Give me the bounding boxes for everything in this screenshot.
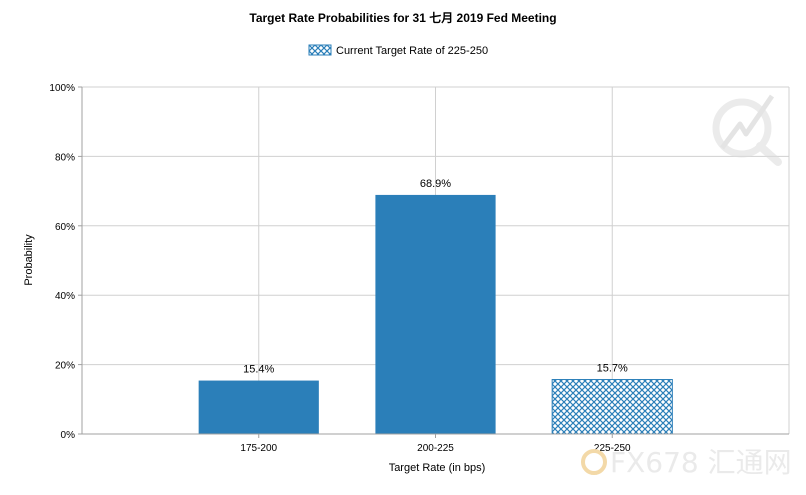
y-tick-label: 60% bbox=[55, 222, 75, 233]
x-tick-label: 200-225 bbox=[417, 443, 454, 454]
data-label-225-250: 15.7% bbox=[597, 363, 628, 375]
data-label-200-225: 68.9% bbox=[420, 178, 451, 190]
axes: 0% 20% 40% 60% 80% 100% 175-200 200-225 225-250 bbox=[49, 83, 789, 454]
chart-title: Target Rate Probabilities for 31 七月 2019… bbox=[249, 11, 556, 25]
y-tick-label: 80% bbox=[55, 152, 75, 163]
x-axis-title: Target Rate (in bps) bbox=[389, 462, 486, 474]
y-tick-label: 100% bbox=[49, 83, 75, 94]
watermark-logo bbox=[712, 94, 782, 166]
watermark-text: FX678 汇通网 bbox=[610, 446, 792, 479]
y-tick-label: 40% bbox=[55, 291, 75, 302]
y-tick-label: 0% bbox=[61, 430, 76, 441]
bar-225-250 bbox=[551, 379, 673, 435]
y-tick-label: 20% bbox=[55, 361, 75, 372]
legend-swatch bbox=[308, 44, 332, 56]
bars: 15.4% 68.9% 15.7% bbox=[198, 178, 673, 435]
x-tick-label: 225-250 bbox=[594, 443, 631, 454]
legend-label: Current Target Rate of 225-250 bbox=[336, 45, 488, 57]
grid bbox=[81, 86, 790, 435]
x-tick-label: 175-200 bbox=[240, 443, 277, 454]
watermark-brand: FX678 汇通网 bbox=[581, 446, 792, 479]
data-label-175-200: 15.4% bbox=[243, 364, 274, 376]
y-axis-title: Probability bbox=[23, 234, 35, 286]
bar-175-200 bbox=[198, 380, 319, 434]
bar-200-225 bbox=[375, 194, 496, 434]
